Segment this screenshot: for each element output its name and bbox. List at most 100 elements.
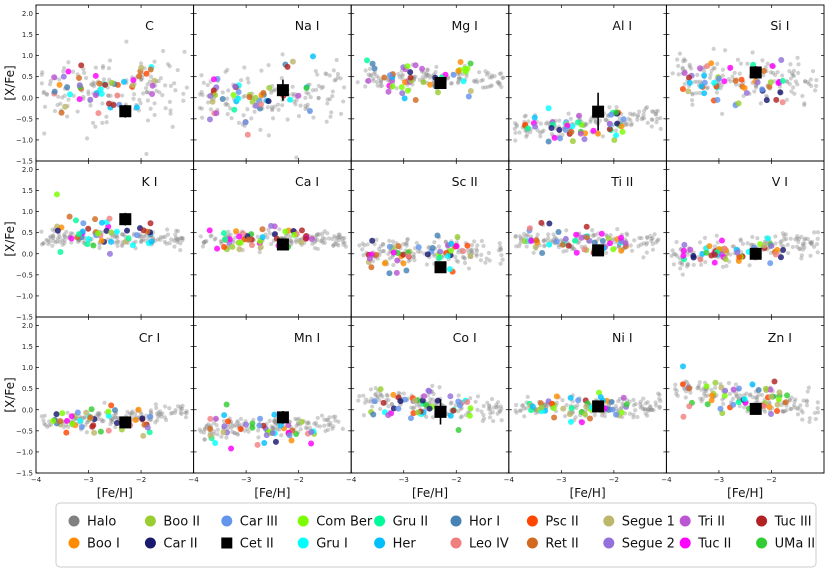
halo-point bbox=[549, 131, 555, 137]
halo-point bbox=[338, 76, 343, 81]
halo-point bbox=[328, 420, 333, 426]
system-point bbox=[400, 260, 407, 267]
halo-point bbox=[400, 73, 406, 78]
halo-point bbox=[735, 57, 741, 62]
halo-point bbox=[489, 83, 494, 88]
halo-point bbox=[142, 234, 147, 239]
halo-point bbox=[101, 418, 106, 423]
system-point bbox=[404, 63, 411, 70]
system-point bbox=[583, 234, 590, 241]
halo-point bbox=[479, 238, 485, 244]
system-point bbox=[125, 235, 132, 242]
halo-point bbox=[160, 93, 165, 98]
halo-point bbox=[734, 394, 739, 399]
halo-point bbox=[63, 423, 68, 428]
halo-point bbox=[365, 242, 370, 247]
system-point bbox=[581, 246, 588, 253]
system-point bbox=[708, 252, 715, 259]
halo-point bbox=[484, 256, 489, 261]
halo-point bbox=[303, 106, 308, 112]
halo-point bbox=[487, 404, 492, 409]
system-point bbox=[467, 60, 474, 67]
system-point bbox=[403, 267, 410, 274]
panel-ni-i: Ni I−4 −3 −2[Fe/H] bbox=[504, 316, 667, 500]
halo-point bbox=[758, 101, 763, 106]
halo-point bbox=[158, 237, 163, 242]
halo-point bbox=[754, 395, 759, 400]
system-point bbox=[68, 235, 75, 242]
halo-point bbox=[68, 231, 73, 236]
system-point bbox=[532, 123, 539, 130]
halo-point bbox=[70, 69, 76, 74]
system-point bbox=[426, 405, 433, 412]
halo-point bbox=[814, 241, 820, 247]
halo-point bbox=[384, 392, 389, 398]
halo-point bbox=[223, 69, 228, 75]
system-point bbox=[454, 233, 461, 240]
halo-point bbox=[153, 420, 158, 425]
system-point bbox=[421, 393, 428, 400]
halo-point bbox=[779, 243, 784, 248]
halo-point bbox=[378, 84, 383, 89]
system-point bbox=[212, 415, 219, 422]
system-point bbox=[63, 429, 70, 436]
halo-point bbox=[807, 81, 812, 87]
halo-point bbox=[791, 85, 796, 90]
system-point bbox=[366, 255, 373, 262]
system-point bbox=[415, 244, 422, 251]
system-point bbox=[112, 407, 119, 414]
halo-point bbox=[657, 404, 662, 409]
system-point bbox=[610, 246, 617, 253]
system-point bbox=[309, 53, 316, 60]
halo-point bbox=[257, 250, 262, 255]
halo-point bbox=[649, 117, 654, 122]
system-point bbox=[614, 120, 621, 127]
system-point bbox=[531, 114, 538, 121]
halo-point bbox=[197, 427, 202, 432]
halo-point bbox=[545, 120, 550, 125]
halo-point bbox=[75, 109, 80, 114]
halo-point bbox=[366, 72, 371, 77]
halo-point bbox=[326, 422, 331, 427]
halo-point bbox=[759, 392, 765, 398]
halo-point bbox=[489, 75, 494, 80]
halo-point bbox=[209, 233, 214, 238]
halo-point bbox=[266, 133, 271, 138]
system-point bbox=[741, 85, 748, 92]
system-point bbox=[611, 136, 618, 143]
halo-point bbox=[802, 101, 807, 106]
system-point bbox=[95, 230, 102, 237]
halo-point bbox=[497, 408, 502, 414]
halo-point bbox=[715, 240, 720, 245]
halo-point bbox=[719, 83, 724, 88]
system-point bbox=[149, 91, 156, 98]
halo-point bbox=[85, 420, 90, 425]
halo-point bbox=[265, 105, 270, 110]
system-point bbox=[284, 63, 291, 70]
system-point bbox=[464, 399, 471, 406]
halo-point bbox=[657, 396, 662, 401]
halo-point bbox=[513, 130, 518, 136]
y-tick-label: −1.0 bbox=[16, 448, 33, 456]
y-tick-label: 1.0 bbox=[22, 208, 33, 216]
halo-point bbox=[784, 97, 789, 102]
halo-point bbox=[375, 394, 380, 399]
halo-point bbox=[521, 406, 527, 411]
halo-point bbox=[556, 245, 562, 250]
halo-point bbox=[639, 235, 644, 241]
halo-point bbox=[317, 232, 322, 237]
halo-point bbox=[514, 244, 519, 249]
halo-point bbox=[702, 389, 707, 394]
halo-point bbox=[781, 409, 786, 414]
system-point bbox=[761, 242, 768, 249]
halo-point bbox=[473, 399, 478, 404]
halo-point bbox=[243, 93, 248, 99]
halo-point bbox=[645, 240, 650, 245]
halo-point bbox=[378, 406, 383, 412]
halo-point bbox=[815, 236, 820, 241]
system-point bbox=[460, 78, 467, 85]
system-point bbox=[51, 74, 58, 81]
halo-point bbox=[522, 114, 527, 119]
halo-point bbox=[812, 244, 817, 249]
halo-point bbox=[214, 423, 219, 428]
